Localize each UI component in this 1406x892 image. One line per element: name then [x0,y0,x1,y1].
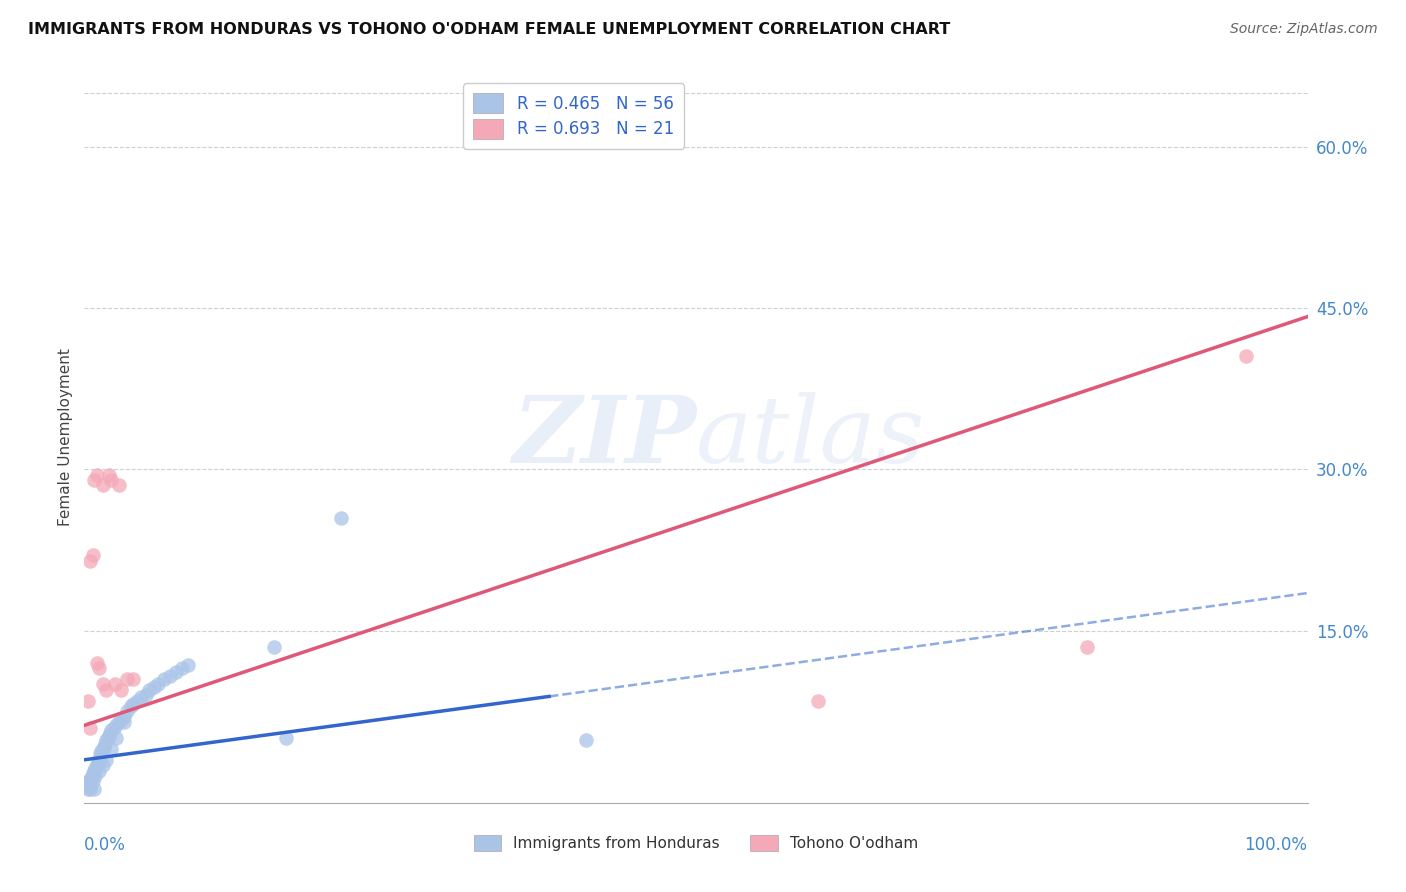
Point [97,729,120,743]
Point [87,753,110,767]
Point [122,697,145,711]
Point [1076,640,1098,654]
Point [103,721,125,735]
Point [177,658,200,673]
Point [100,473,122,487]
Point [104,677,127,691]
Point [87,764,110,778]
Point [105,731,128,746]
Point [100,742,122,756]
Point [112,710,135,724]
Point [82,549,104,563]
Point [115,705,138,719]
Point [76,780,98,794]
Point [143,680,166,694]
Point [87,755,110,769]
Point [172,661,194,675]
Point [86,656,108,670]
Point [77,774,100,789]
Point [77,776,100,790]
Point [807,693,830,707]
Text: 100.0%: 100.0% [1244,836,1308,854]
Point [82,765,104,780]
Point [79,721,101,735]
Point [77,781,100,796]
Point [107,715,129,730]
Point [135,688,157,702]
Point [330,510,353,524]
Legend: Immigrants from Honduras, Tohono O'odham: Immigrants from Honduras, Tohono O'odham [467,830,925,857]
Point [77,693,100,707]
Text: Source: ZipAtlas.com: Source: ZipAtlas.com [1230,22,1378,37]
Point [84,761,107,775]
Point [122,672,145,686]
Point [87,661,110,675]
Point [80,769,103,783]
Point [79,772,101,786]
Point [115,672,138,686]
Point [79,779,101,793]
Point [79,781,101,796]
Point [93,739,115,754]
Point [89,747,111,762]
Point [90,744,112,758]
Point [96,733,118,747]
Point [82,774,104,789]
Text: 0.0%: 0.0% [84,836,127,854]
Point [159,669,181,683]
Point [110,682,132,697]
Point [91,742,114,756]
Point [120,698,142,713]
Y-axis label: Female Unemployment: Female Unemployment [58,348,73,526]
Point [91,677,114,691]
Point [1236,350,1258,364]
Point [91,758,114,772]
Point [98,726,121,740]
Point [575,733,598,747]
Point [125,693,148,707]
Point [97,731,120,746]
Point [86,758,108,772]
Point [276,731,298,746]
Text: ZIP: ZIP [512,392,696,482]
Point [129,690,152,705]
Point [83,473,105,487]
Point [84,769,107,783]
Point [94,737,117,751]
Point [96,753,118,767]
Point [146,677,169,691]
Point [165,665,187,679]
Point [97,467,120,482]
Text: IMMIGRANTS FROM HONDURAS VS TOHONO O'ODHAM FEMALE UNEMPLOYMENT CORRELATION CHART: IMMIGRANTS FROM HONDURAS VS TOHONO O'ODH… [28,22,950,37]
Point [83,781,105,796]
Point [96,682,118,697]
Point [110,712,132,726]
Point [107,478,129,492]
Point [83,764,105,778]
Point [112,715,135,730]
Point [105,718,128,732]
Point [263,640,285,654]
Text: atlas: atlas [696,392,925,482]
Point [100,723,122,737]
Point [153,672,176,686]
Point [138,682,160,697]
Point [79,554,101,568]
Point [86,467,108,482]
Point [91,478,114,492]
